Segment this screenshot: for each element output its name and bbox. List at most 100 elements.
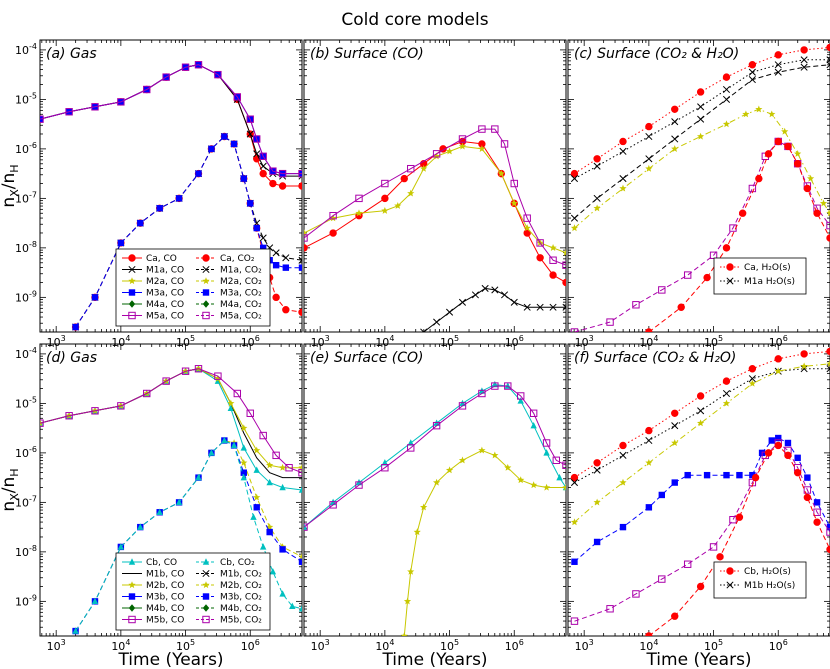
y-axis-title: nX/nH xyxy=(0,468,21,511)
data-point-m3a-co2 xyxy=(240,175,247,182)
figure-title: Cold core models xyxy=(341,10,488,30)
data-point-cb-co-s xyxy=(517,397,524,404)
data-point-ca-co xyxy=(269,179,277,188)
data-point-m5a-co xyxy=(65,108,73,116)
legend-label: M1a, CO xyxy=(146,266,184,276)
data-point-cb-h2o-s xyxy=(619,441,627,450)
data-point-cb-co xyxy=(227,404,235,412)
y-tick-label: 10-6 xyxy=(15,141,37,156)
data-point-ca-h2o-s xyxy=(748,61,757,69)
data-point-ca-h2o-s xyxy=(696,88,705,96)
data-point-m5b-co xyxy=(214,372,222,380)
data-point-cb-co2 xyxy=(175,498,183,506)
data-point-ca-co2-s xyxy=(755,174,763,183)
data-point-cb-co xyxy=(240,444,247,451)
axis-ticks xyxy=(568,40,830,333)
y-axis-titles: nX/nH nX/nH xyxy=(0,164,21,511)
data-point-ca-co2-s xyxy=(677,303,685,311)
data-point-m2a-co-s xyxy=(549,244,557,251)
data-point-m1a-co-s xyxy=(481,284,489,293)
series-line-m5a-co-s xyxy=(304,128,566,266)
panel-title-e: (e) Surface (CO) xyxy=(310,350,424,366)
data-point-cb-co-s xyxy=(543,449,550,456)
series-group xyxy=(304,380,566,636)
data-point-m5b-co-s xyxy=(381,464,389,472)
data-point-ca-co-s xyxy=(536,254,544,262)
data-point-m1a-h2o-s xyxy=(774,61,782,69)
data-point-m1a-co2 xyxy=(282,254,290,262)
data-point-m2b-co xyxy=(227,399,235,407)
series-group xyxy=(40,61,302,331)
data-point-m5b-co-s xyxy=(478,389,486,398)
data-point-m5b-co-s xyxy=(542,439,551,447)
data-point-m2b-co2-s xyxy=(748,379,756,387)
data-point-ca-h2o-s xyxy=(722,73,731,81)
series-line-m1a-co-s xyxy=(423,287,566,332)
y-tick-label: 10-7 xyxy=(15,190,37,205)
data-point-cb-co2 xyxy=(91,597,99,605)
data-point-m5b-co-s xyxy=(517,392,525,400)
data-point-m5a-co-s xyxy=(536,239,544,247)
data-point-ca-h2o-s xyxy=(593,155,601,163)
data-point-m3b-co2 xyxy=(279,546,286,553)
x-tick-label: 105 xyxy=(440,638,459,653)
data-point-m2a-co-s xyxy=(458,142,467,150)
data-point-m1a-co-s xyxy=(458,298,467,306)
axis-ticks xyxy=(304,40,566,333)
data-point-ca-co2-s xyxy=(722,244,731,252)
legend-label: Ca, H₂O(s) xyxy=(744,263,791,273)
legend-label: M3b, CO xyxy=(146,593,184,603)
data-point-cb-co2-s xyxy=(671,612,679,620)
data-point-ca-co-s xyxy=(304,244,308,252)
data-point-m2b-co-s xyxy=(407,567,415,575)
legend-marker xyxy=(202,289,210,296)
data-point-ca-co2-s xyxy=(813,209,821,217)
data-point-m5a-co2-s xyxy=(709,251,718,259)
data-point-m2a-co-s xyxy=(497,169,505,177)
legend-marker xyxy=(128,289,136,296)
data-point-m1a-co-s xyxy=(491,286,499,294)
data-point-cb-co2-s xyxy=(716,553,724,561)
data-point-m2a-co-s xyxy=(445,147,454,155)
data-point-ca-co-s xyxy=(329,229,337,237)
legend-marker xyxy=(726,581,734,589)
data-point-m2a-co2-s xyxy=(819,199,828,207)
panel-title-b: (b) Surface (CO) xyxy=(310,46,424,62)
data-point-m5b-co-s xyxy=(491,382,499,390)
chart-panels: 103 104 105 106 10-9 10-8 10-7 10-6 10-5 10-4 (a) … xyxy=(15,39,830,653)
x-tick-label: 104 xyxy=(375,638,394,653)
data-point-cb-h2o-s xyxy=(696,392,705,400)
data-point-m2b-co2-s xyxy=(826,360,830,367)
panel-frame xyxy=(303,39,567,333)
legend-marker xyxy=(202,311,210,320)
data-point-m2b-co2-s xyxy=(697,419,705,427)
legend-label: M1b H₂O(s) xyxy=(744,581,795,591)
data-point-m5a-co-s xyxy=(329,211,337,220)
x-tick-label: 105 xyxy=(176,638,195,653)
y-tick-label: 10-6 xyxy=(15,445,37,460)
legend-marker xyxy=(128,604,136,612)
y-tick-label: 10-8 xyxy=(15,544,37,559)
legend-marker xyxy=(202,265,210,274)
data-point-m1b-h2o-s xyxy=(619,451,627,459)
data-point-m5b-co2-s xyxy=(729,515,737,524)
data-point-ca-co2-s xyxy=(764,150,773,158)
data-point-m5b-co xyxy=(91,407,99,415)
data-point-m2a-co-s xyxy=(510,199,518,207)
data-point-m3b-co2-s xyxy=(671,479,678,486)
data-point-m2a-co2-s xyxy=(806,174,815,182)
data-point-m5a-co xyxy=(278,169,287,178)
data-point-m2a-co2-s xyxy=(697,132,705,140)
x-axis-titles: Time (Years) Time (Years) Time (Years) xyxy=(117,650,751,669)
data-point-m2b-co xyxy=(253,446,261,454)
data-point-m1a-h2o-s xyxy=(671,118,679,126)
data-point-ca-co2-s xyxy=(703,273,711,282)
x-tick-label: 103 xyxy=(575,638,594,653)
data-point-m2b-co-s xyxy=(504,463,512,471)
data-point-m1b-h2o-s xyxy=(722,389,731,398)
data-point-cb-co2-s xyxy=(774,441,782,450)
legend-label: M4b, CO xyxy=(146,604,184,614)
data-point-m5b-co xyxy=(194,365,203,373)
data-point-cb-co2 xyxy=(230,441,238,449)
